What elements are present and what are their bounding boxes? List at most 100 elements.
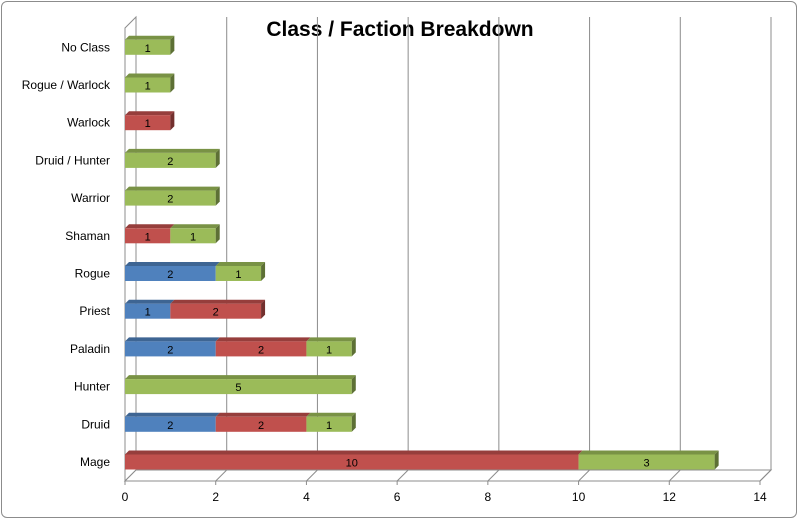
bar-segment xyxy=(125,224,175,244)
bar-front-face xyxy=(125,266,216,281)
data-label: 1 xyxy=(326,420,332,432)
bar-front-face xyxy=(170,228,216,244)
gridline-floor xyxy=(215,469,228,482)
data-label: 1 xyxy=(145,81,151,93)
bar-front-face xyxy=(125,416,216,432)
bar-end-face xyxy=(170,111,175,131)
data-label: 5 xyxy=(235,382,241,394)
chart-title: Class / Faction Breakdown xyxy=(266,18,533,41)
bar-top-face xyxy=(170,224,220,229)
gridline-floor xyxy=(668,469,681,482)
data-label: 2 xyxy=(167,194,173,206)
bar-segment xyxy=(306,337,356,357)
data-labels: 10 3 2 2 1 5 2 2 1 1 2 2 1 1 1 2 2 1 1 1 xyxy=(145,43,650,470)
bar-end-face xyxy=(215,148,220,168)
bars xyxy=(125,35,719,470)
bar-front-face xyxy=(125,228,171,244)
data-label: 2 xyxy=(167,269,173,281)
bar-top-face xyxy=(125,35,175,40)
bar-end-face xyxy=(170,73,175,93)
bar-front-face xyxy=(125,379,352,395)
bar-front-face xyxy=(215,266,262,281)
tick-label: 10 xyxy=(572,490,586,504)
bar-segment xyxy=(125,375,356,395)
bar-top-face xyxy=(306,337,356,342)
bar-top-face xyxy=(125,73,175,78)
data-label: 1 xyxy=(145,118,151,130)
data-label: 2 xyxy=(167,420,173,432)
bar-top-face xyxy=(125,262,220,266)
category-label: Mage xyxy=(80,455,110,469)
data-label: 1 xyxy=(190,231,196,243)
tick-label: 0 xyxy=(122,490,129,504)
tick-label: 8 xyxy=(485,490,492,504)
category-label: Priest xyxy=(79,304,110,318)
bar-front-face xyxy=(125,303,171,319)
bar-end-face xyxy=(261,262,266,281)
bar-top-face xyxy=(578,450,719,455)
bar-top-face xyxy=(170,299,266,304)
bar-segment xyxy=(170,224,220,244)
bar-segment xyxy=(578,450,719,470)
data-label: 1 xyxy=(326,344,332,356)
bar-top-face xyxy=(125,111,175,116)
bar-top-face xyxy=(215,337,311,342)
bar-front-face xyxy=(125,115,171,131)
category-label: Hunter xyxy=(74,380,110,394)
tick-label: 4 xyxy=(303,490,310,504)
bar-end-face xyxy=(351,337,356,357)
category-label: No Class xyxy=(61,40,110,54)
data-label: 3 xyxy=(644,458,650,470)
gridline-floor xyxy=(487,469,500,482)
bar-segment xyxy=(125,73,175,93)
tick-label: 12 xyxy=(663,490,677,504)
category-label: Rogue xyxy=(75,267,111,281)
bar-front-face xyxy=(215,341,307,357)
tick-label: 2 xyxy=(212,490,219,504)
bar-front-face xyxy=(578,454,715,470)
data-label: 2 xyxy=(167,344,173,356)
bar-segment xyxy=(170,299,266,319)
data-label: 10 xyxy=(346,458,358,470)
bar-segment xyxy=(125,299,175,319)
bar-segment xyxy=(306,412,356,432)
bar-top-face xyxy=(125,186,220,191)
bar-top-face xyxy=(125,224,175,229)
bar-segment xyxy=(125,186,220,206)
category-label: Druid / Hunter xyxy=(35,153,110,167)
bar-segment xyxy=(125,262,220,281)
grid-lines xyxy=(124,17,772,485)
category-label: Warlock xyxy=(67,116,111,130)
bar-segment xyxy=(125,337,220,357)
bar-end-face xyxy=(714,450,719,470)
gridline-floor xyxy=(759,469,772,482)
category-label: Druid xyxy=(81,417,110,431)
bar-end-face xyxy=(351,412,356,432)
bar-front-face xyxy=(125,454,579,470)
bar-front-face xyxy=(125,152,216,168)
data-label: 1 xyxy=(145,307,151,319)
bar-segment xyxy=(125,412,220,432)
gridline-floor xyxy=(396,469,409,482)
bar-top-face xyxy=(215,412,311,417)
category-labels: Mage Druid Hunter Paladin Priest Rogue Shaman W… xyxy=(22,40,111,469)
tick-label: 6 xyxy=(394,490,401,504)
data-label: 1 xyxy=(145,43,151,55)
data-label: 2 xyxy=(167,156,173,168)
bar-top-face xyxy=(125,148,220,153)
bar-segment xyxy=(215,262,266,281)
bar-top-face xyxy=(125,412,220,417)
bar-top-face xyxy=(125,375,356,380)
bar-front-face xyxy=(125,341,216,357)
bar-top-face xyxy=(125,450,583,455)
bar-front-face xyxy=(170,303,262,319)
data-label: 2 xyxy=(258,344,264,356)
bar-top-face xyxy=(306,412,356,417)
bar-segment xyxy=(215,412,311,432)
data-label: 1 xyxy=(235,269,241,281)
tick-label: 14 xyxy=(753,490,767,504)
bar-top-face xyxy=(125,337,220,342)
bar-top-face xyxy=(215,262,266,266)
bar-segment xyxy=(125,148,220,168)
